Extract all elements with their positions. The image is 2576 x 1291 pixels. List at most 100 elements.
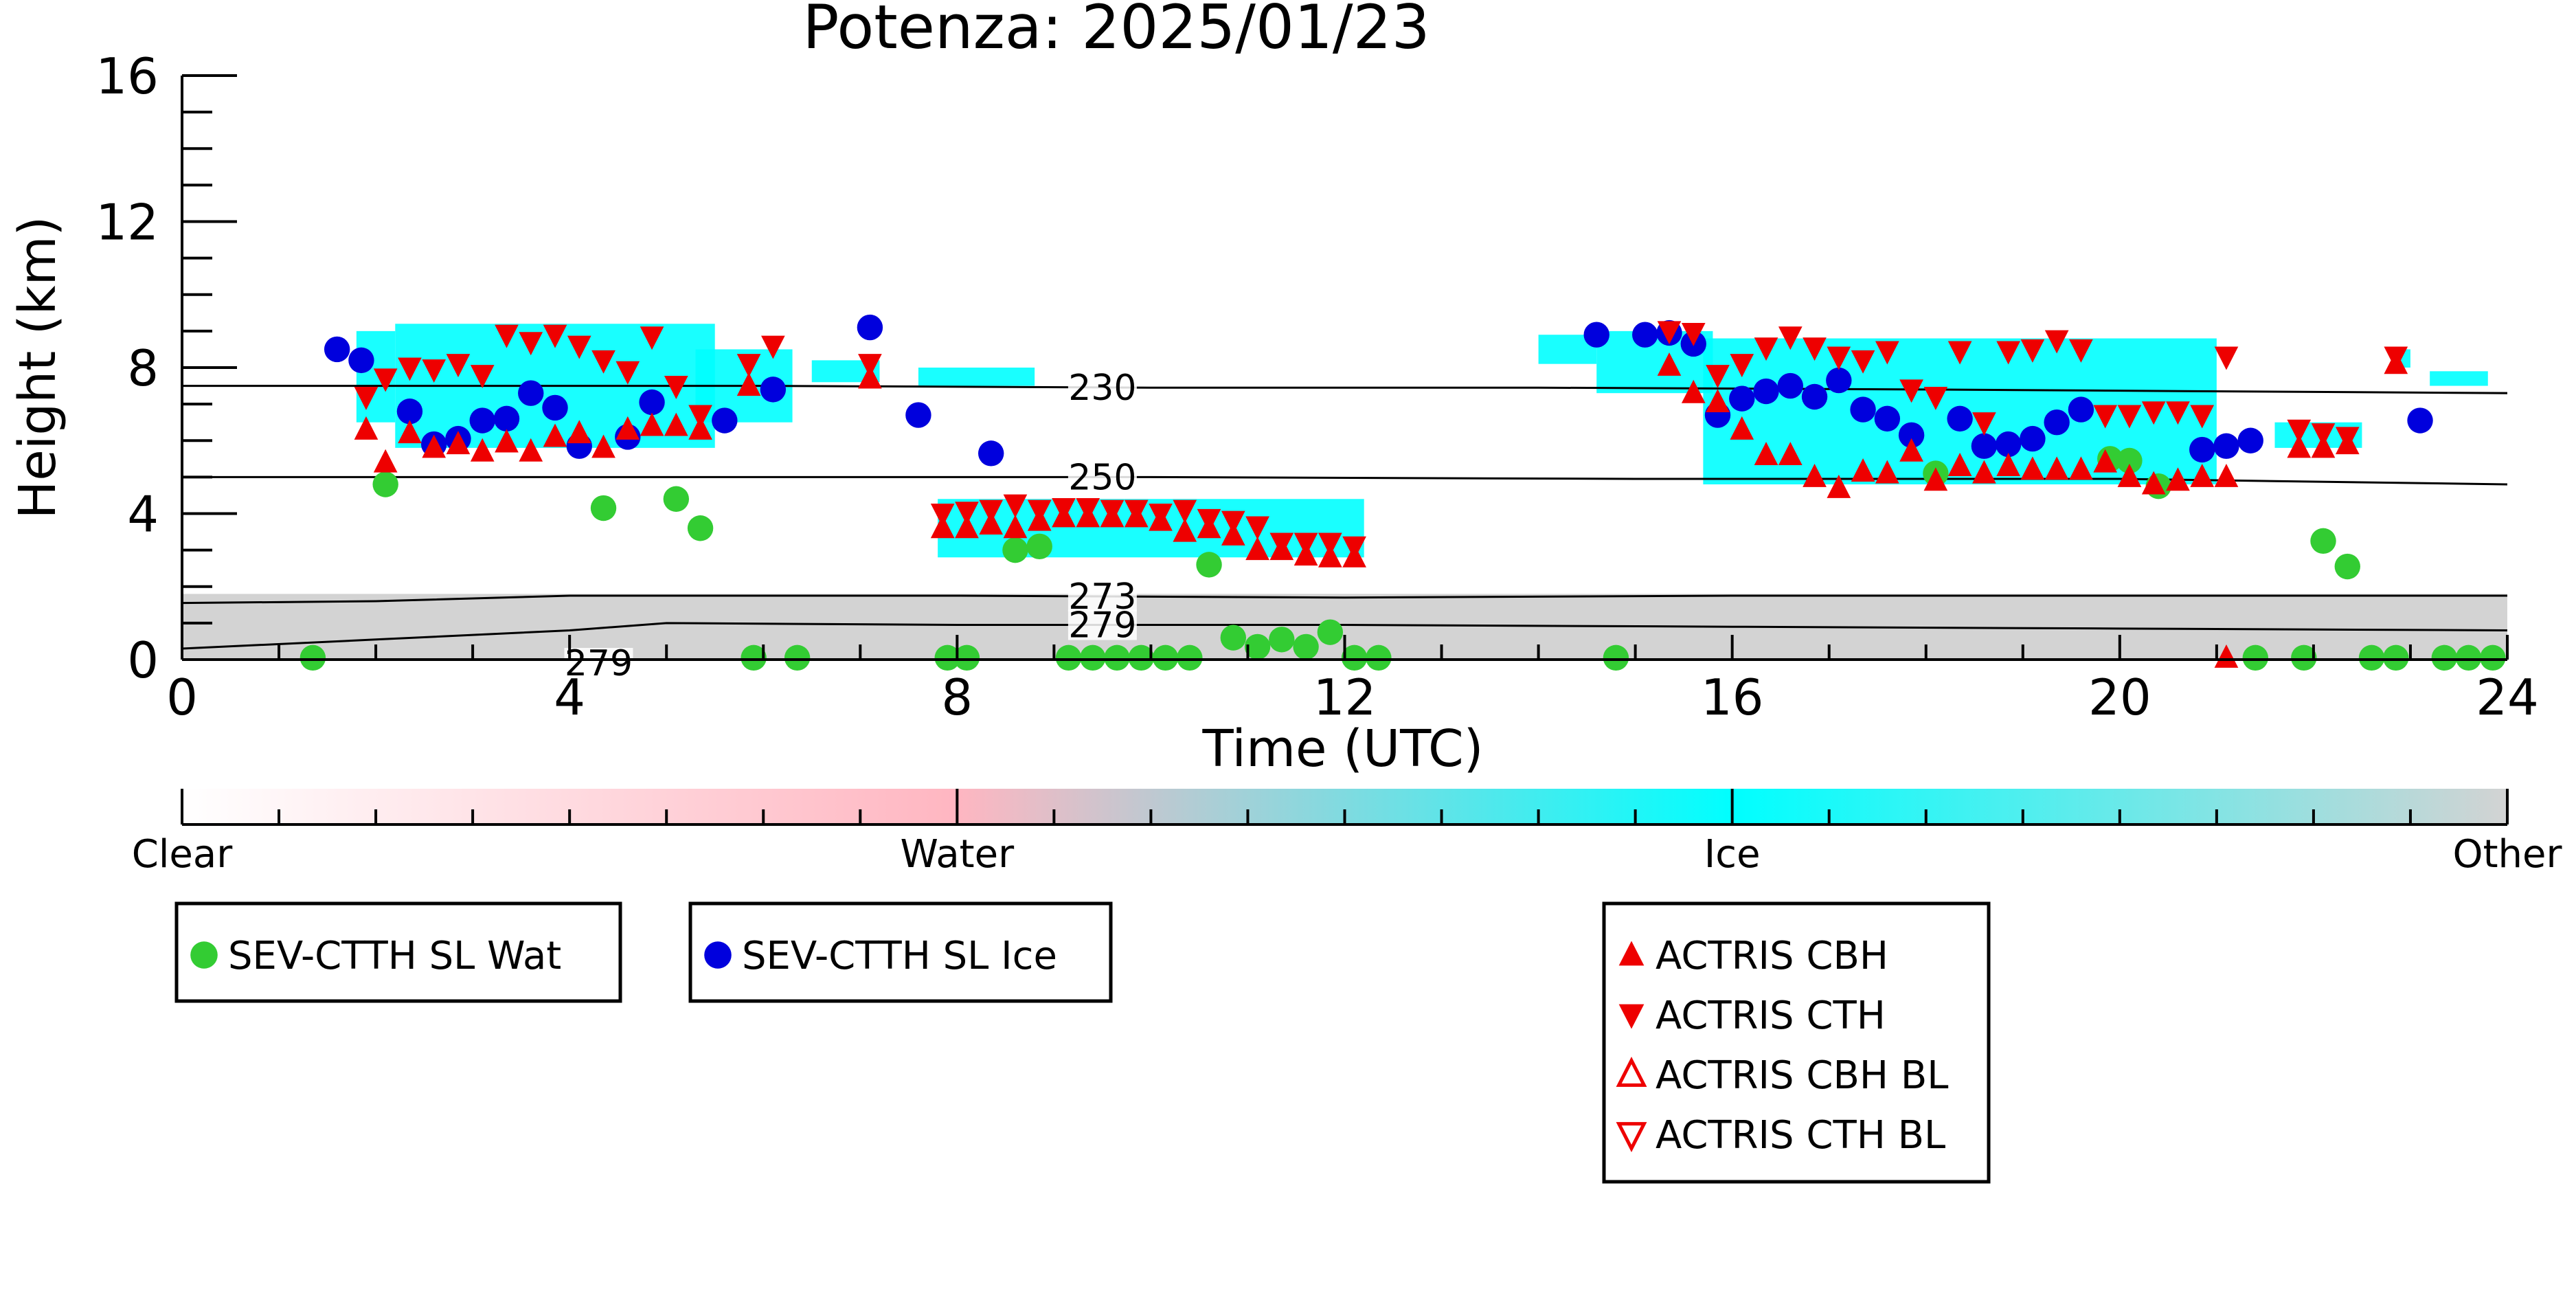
point-3-32 [1269, 532, 1294, 557]
colorbar-label-water: Water [901, 832, 1015, 877]
point-1-8 [542, 394, 568, 421]
point-2-27 [1173, 518, 1197, 542]
point-3-53 [2069, 339, 2093, 363]
point-3-8 [543, 324, 567, 348]
point-2-0 [354, 416, 379, 440]
contour-250-1 [182, 475, 2507, 486]
point-2-41 [1803, 463, 1827, 487]
x-tick-label-5: 20 [2088, 669, 2151, 726]
point-0-11 [1055, 644, 1082, 671]
point-0-3 [663, 486, 690, 512]
point-3-51 [2020, 339, 2045, 363]
x-tick-label-1: 4 [554, 669, 585, 726]
contour-label-bg-3 [1067, 609, 1137, 640]
point-0-33 [2334, 553, 2360, 580]
point-2-7 [519, 438, 543, 462]
contour-230-0 [182, 385, 2507, 394]
point-3-5 [470, 365, 495, 389]
point-0-6 [784, 644, 811, 671]
point-3-58 [2190, 405, 2215, 429]
point-3-10 [591, 350, 615, 374]
point-2-39 [1754, 442, 1778, 466]
point-3-42 [1803, 337, 1827, 361]
point-1-37 [2213, 433, 2239, 459]
y-tick-label-2: 8 [127, 339, 159, 397]
point-3-26 [1124, 499, 1149, 524]
contour-label-bg-4 [564, 648, 633, 678]
point-0-35 [2383, 644, 2409, 671]
point-2-54 [2117, 463, 2142, 487]
point-0-22 [1317, 619, 1344, 645]
point-0-5 [741, 644, 767, 671]
colorbar-label-clear: Clear [132, 832, 233, 877]
point-3-4 [446, 354, 471, 378]
point-1-33 [2020, 425, 2046, 452]
point-0-28 [2116, 447, 2143, 474]
point-3-6 [495, 324, 519, 348]
point-3-13 [664, 376, 688, 399]
point-0-25 [1603, 644, 1629, 671]
temperature-contours [182, 385, 2507, 650]
x-tick-label-0: 0 [166, 669, 198, 726]
contour-273-2 [182, 594, 2507, 605]
point-2-8 [543, 423, 567, 447]
legend-sev-wat-marker-0 [190, 941, 218, 969]
point-2-18 [955, 515, 979, 539]
point-3-52 [2044, 330, 2069, 354]
point-3-2 [398, 357, 422, 381]
point-1-0 [324, 336, 350, 363]
point-2-45 [1899, 438, 1923, 462]
point-2-10 [591, 434, 615, 458]
legend-actris-label-1: ACTRIS CTH [1656, 993, 1886, 1038]
point-3-1 [373, 368, 398, 392]
legend-sev-ice-marker-0 [704, 941, 732, 969]
point-2-1 [373, 449, 398, 473]
point-3-35 [1342, 536, 1366, 560]
point-2-35 [1657, 352, 1682, 376]
legend-actris-marker-0 [1618, 941, 1645, 966]
point-2-12 [640, 412, 664, 436]
point-0-20 [1269, 627, 1295, 653]
point-3-45 [1875, 341, 1899, 365]
point-2-47 [1947, 453, 1972, 476]
point-1-22 [1729, 385, 1755, 412]
point-3-38 [1706, 365, 1730, 389]
point-3-49 [1972, 412, 1996, 436]
y-tick-label-4: 16 [95, 47, 159, 105]
point-3-48 [1947, 341, 1972, 365]
point-3-21 [1003, 494, 1028, 518]
point-3-17 [858, 354, 882, 378]
legend-actris-marker-3 [1616, 1122, 1647, 1153]
point-1-5 [469, 407, 495, 434]
point-0-19 [1244, 633, 1271, 660]
point-3-19 [955, 502, 979, 526]
point-3-15 [736, 354, 761, 378]
point-0-1 [372, 471, 398, 497]
point-3-25 [1100, 499, 1125, 524]
data-points [300, 314, 2506, 671]
legend-actris-label-0: ACTRIS CBH [1656, 934, 1888, 978]
point-2-15 [736, 372, 761, 396]
contour-label-bg-1 [1067, 462, 1137, 493]
point-3-3 [422, 359, 447, 383]
point-3-16 [761, 335, 785, 359]
point-2-52 [2069, 456, 2093, 480]
contour-label-bg-0 [1067, 372, 1137, 403]
point-1-28 [1874, 405, 1901, 432]
point-0-0 [300, 644, 326, 671]
x-tick-label-3: 12 [1313, 669, 1377, 726]
point-0-18 [1220, 625, 1247, 651]
x-axis-label: Time (UTC) [1201, 719, 1483, 778]
point-3-27 [1149, 503, 1173, 527]
point-3-39 [1730, 354, 1754, 378]
point-2-58 [2214, 463, 2239, 487]
point-0-32 [2310, 528, 2336, 554]
chart-title: Potenza: 2025/01/23 [802, 0, 1430, 63]
x-tick-label-6: 24 [2476, 669, 2539, 726]
point-2-30 [1245, 537, 1269, 561]
point-1-38 [2237, 427, 2263, 453]
point-2-42 [1827, 474, 1851, 498]
point-3-44 [1851, 350, 1875, 374]
point-2-11 [615, 416, 640, 440]
